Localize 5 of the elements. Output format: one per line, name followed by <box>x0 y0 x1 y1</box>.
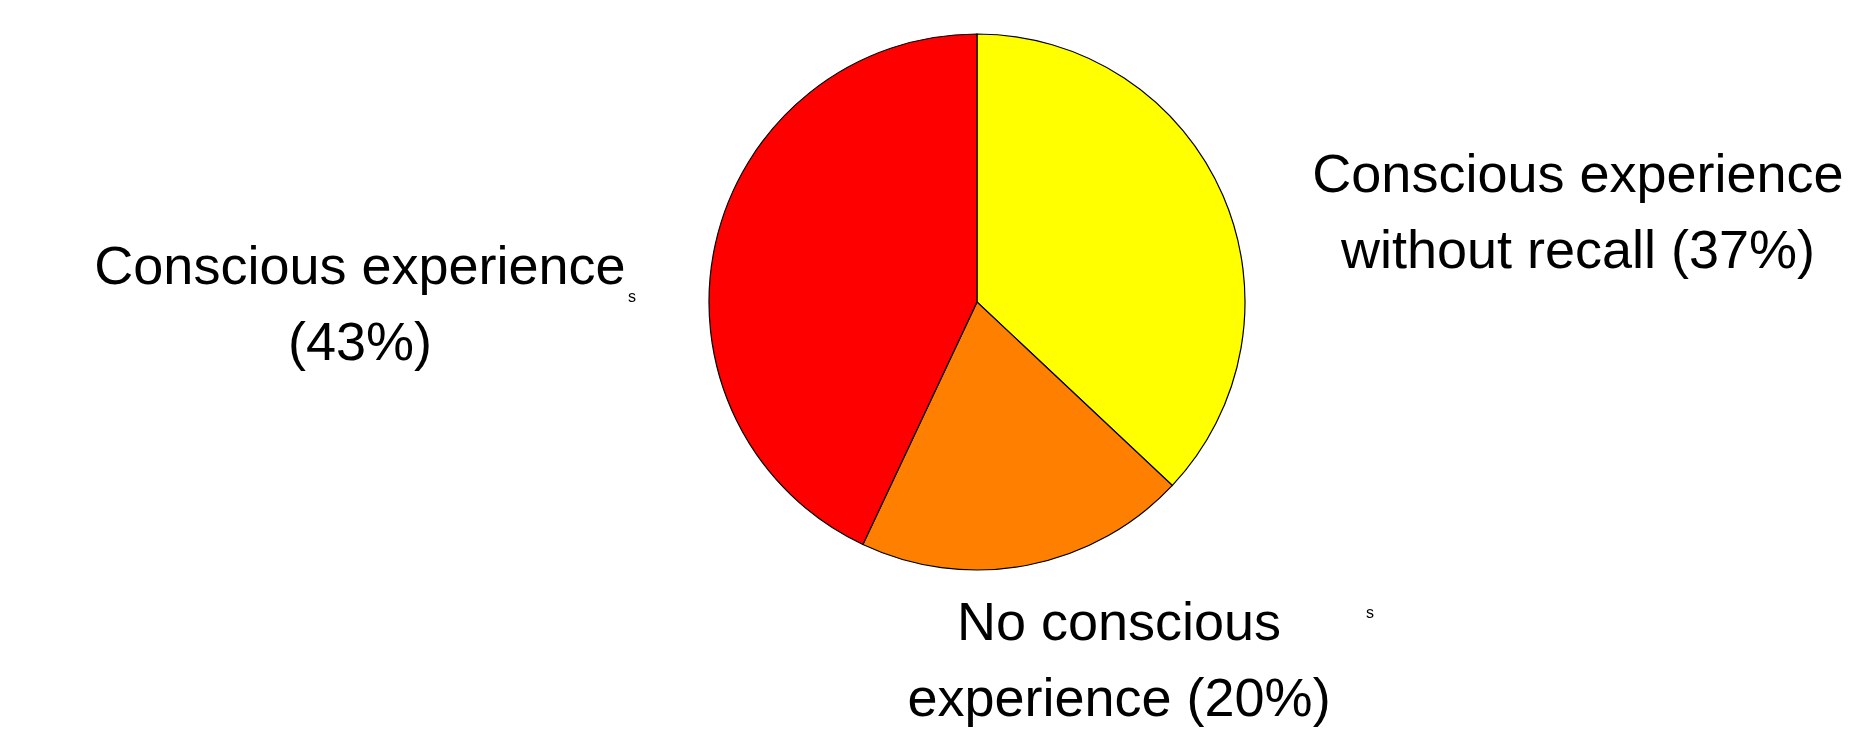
text: s <box>628 288 636 305</box>
slice-label: No conscious experience (20%) <box>907 591 1331 727</box>
slice-label: Conscious experience (43%) <box>94 235 626 371</box>
slice-label: Conscious experience without recall (37%) <box>1312 143 1844 279</box>
text: s <box>1366 604 1374 621</box>
